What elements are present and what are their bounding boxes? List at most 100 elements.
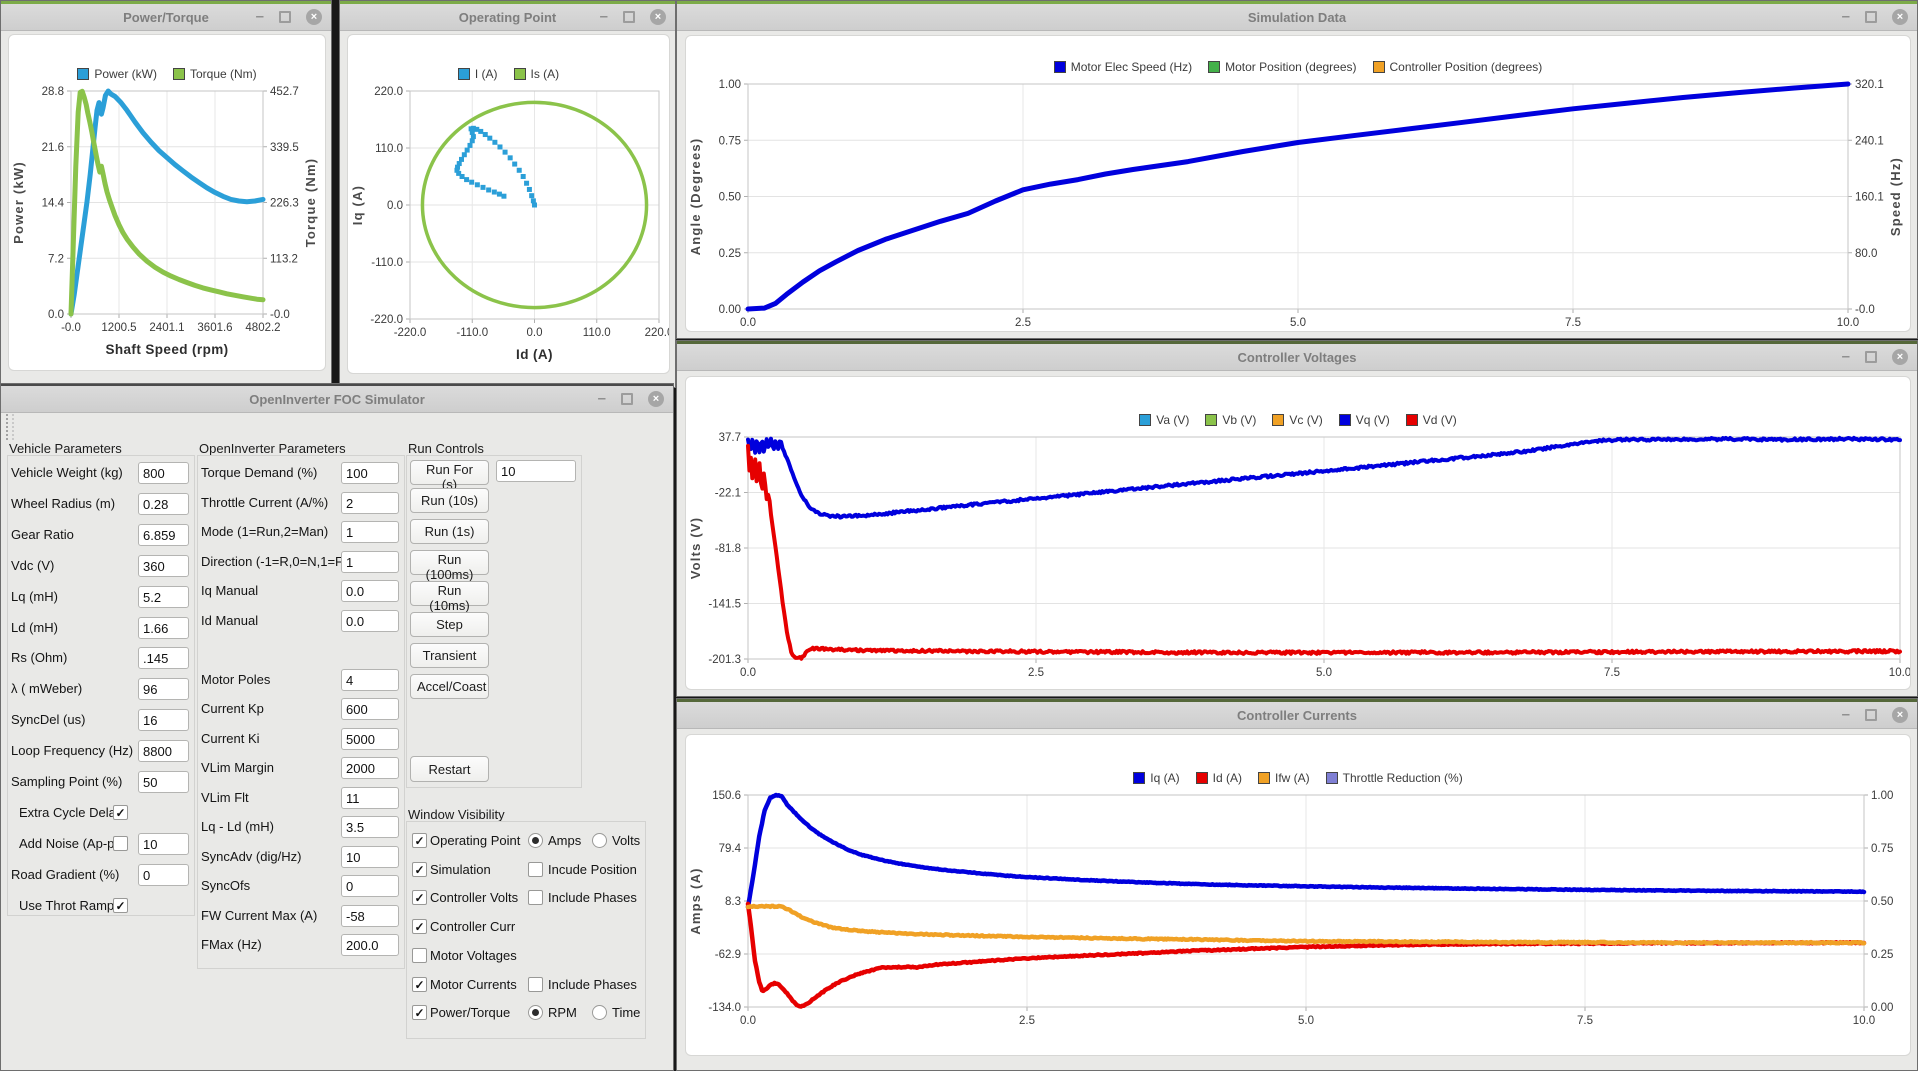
rs-ohm-input[interactable] xyxy=(138,647,189,669)
syncadv-dig-hz-input[interactable] xyxy=(341,846,399,868)
24-input[interactable] xyxy=(496,460,576,482)
close-icon[interactable]: × xyxy=(1892,707,1908,723)
titlebar-controller-currents[interactable]: Controller Currents – × xyxy=(677,702,1917,729)
iq-manual-input[interactable] xyxy=(341,580,399,602)
controller-curr-visibility-checkbox[interactable]: ✓ xyxy=(412,919,427,934)
fw-current-max-a-input[interactable] xyxy=(341,905,399,927)
svg-text:150.6: 150.6 xyxy=(712,790,741,802)
rpm-radio[interactable] xyxy=(528,1005,543,1020)
mweber-input[interactable] xyxy=(138,678,189,700)
close-icon[interactable]: × xyxy=(1892,9,1908,25)
minimize-icon[interactable]: – xyxy=(255,8,264,25)
include-phases-checkbox[interactable] xyxy=(528,890,543,905)
run-100ms-button[interactable]: Run (100ms) xyxy=(410,550,489,582)
fmax-hz-input[interactable] xyxy=(341,934,399,956)
motor-poles-input[interactable] xyxy=(341,669,399,691)
throttle-current-a-input[interactable] xyxy=(341,492,399,514)
minimize-icon[interactable]: – xyxy=(1841,706,1850,723)
step-button[interactable]: Step xyxy=(410,612,489,637)
titlebar-controller-voltages[interactable]: Controller Voltages – × xyxy=(677,344,1917,371)
sampling-point-input[interactable] xyxy=(138,771,189,793)
volts-radio[interactable] xyxy=(592,833,607,848)
power-torque-legend: Power (kW) Torque (Nm) xyxy=(9,65,325,83)
svg-text:14.4: 14.4 xyxy=(42,198,65,210)
throttle-current-a-label: Throttle Current (A/%) xyxy=(201,495,329,510)
syncofs-input[interactable] xyxy=(341,875,399,897)
lq-mh-input[interactable] xyxy=(138,586,189,608)
operating-point-visibility-checkbox[interactable]: ✓ xyxy=(412,833,427,848)
torque-demand-input[interactable] xyxy=(341,462,399,484)
legend-swatch-icon xyxy=(1195,772,1208,784)
simulation-label: Simulation xyxy=(430,862,491,877)
ld-mh-input[interactable] xyxy=(138,617,189,639)
syncdel-us-input[interactable] xyxy=(138,709,189,731)
minimize-icon[interactable]: – xyxy=(597,390,606,407)
close-icon[interactable]: × xyxy=(306,9,322,25)
vehicle-weight-kg-input[interactable] xyxy=(138,462,189,484)
maximize-icon[interactable] xyxy=(621,393,633,405)
svg-text:Id (A): Id (A) xyxy=(516,347,553,362)
window-operating-point: Operating Point – × I (A) Is (A) 220.0 110.… xyxy=(339,0,676,388)
wheel-radius-m-input[interactable] xyxy=(138,493,189,515)
current-kp-input[interactable] xyxy=(341,698,399,720)
maximize-icon[interactable] xyxy=(623,11,635,23)
motor-voltages-visibility-checkbox[interactable] xyxy=(412,948,427,963)
add-noise-ap-p-input[interactable] xyxy=(138,833,189,855)
close-icon[interactable]: × xyxy=(650,9,666,25)
road-gradient-input[interactable] xyxy=(138,864,189,886)
restart-button[interactable]: Restart xyxy=(410,756,489,782)
time-radio[interactable] xyxy=(592,1005,607,1020)
svg-text:2.5: 2.5 xyxy=(1028,667,1044,679)
id-manual-input[interactable] xyxy=(341,610,399,632)
add-noise-ap-p-checkbox[interactable] xyxy=(113,836,128,851)
svg-text:320.1: 320.1 xyxy=(1855,79,1884,91)
run-1s-button[interactable]: Run (1s) xyxy=(410,519,489,544)
power-torque-visibility-checkbox[interactable]: ✓ xyxy=(412,1005,427,1020)
legend-swatch-icon xyxy=(1372,61,1385,73)
simulation-visibility-checkbox[interactable]: ✓ xyxy=(412,862,427,877)
include-phases-checkbox[interactable] xyxy=(528,977,543,992)
current-ki-input[interactable] xyxy=(341,728,399,750)
window-accent-border xyxy=(1,1,331,4)
minimize-icon[interactable]: – xyxy=(1841,8,1850,25)
vdc-v-input[interactable] xyxy=(138,555,189,577)
minimize-icon[interactable]: – xyxy=(1841,348,1850,365)
maximize-icon[interactable] xyxy=(1865,351,1877,363)
extra-cycle-delay-checkbox[interactable]: ✓ xyxy=(113,805,128,820)
svg-text:0.00: 0.00 xyxy=(1871,1002,1893,1014)
vlim-flt-input[interactable] xyxy=(341,787,399,809)
transient-button[interactable]: Transient xyxy=(410,643,489,668)
toolbar-grip-handle[interactable] xyxy=(6,414,14,440)
loop-frequency-hz-input[interactable] xyxy=(138,740,189,762)
legend-swatch-icon xyxy=(1325,772,1338,784)
maximize-icon[interactable] xyxy=(1865,11,1877,23)
run-for-s-button[interactable]: Run For (s) xyxy=(410,460,489,492)
titlebar-main[interactable]: OpenInverter FOC Simulator – × xyxy=(1,386,673,413)
run-10s-button[interactable]: Run (10s) xyxy=(410,488,489,513)
mode-1-run-2-man-input[interactable] xyxy=(341,521,399,543)
maximize-icon[interactable] xyxy=(279,11,291,23)
maximize-icon[interactable] xyxy=(1865,709,1877,721)
legend-label: Ifw (A) xyxy=(1274,771,1310,785)
amps-radio[interactable] xyxy=(528,833,543,848)
simulation-data-legend: Motor Elec Speed (Hz) Motor Position (deg… xyxy=(686,58,1910,76)
accel-coast-button[interactable]: Accel/Coast xyxy=(410,674,489,699)
close-icon[interactable]: × xyxy=(1892,349,1908,365)
direction-1-r-0-n-1-f-input[interactable] xyxy=(341,551,399,573)
vlim-margin-input[interactable] xyxy=(341,757,399,779)
incude-position-checkbox[interactable] xyxy=(528,862,543,877)
gear-ratio-input[interactable] xyxy=(138,524,189,546)
minimize-icon[interactable]: – xyxy=(599,8,608,25)
svg-text:452.7: 452.7 xyxy=(270,86,299,98)
close-icon[interactable]: × xyxy=(648,391,664,407)
run-10ms-button[interactable]: Run (10ms) xyxy=(410,581,489,613)
titlebar-power-torque[interactable]: Power/Torque – × xyxy=(1,4,331,31)
motor-currents-visibility-checkbox[interactable]: ✓ xyxy=(412,977,427,992)
lq-ld-mh-input[interactable] xyxy=(341,816,399,838)
svg-text:-81.8: -81.8 xyxy=(715,543,741,555)
svg-text:160.1: 160.1 xyxy=(1855,192,1884,204)
titlebar-operating-point[interactable]: Operating Point – × xyxy=(340,4,675,31)
use-throt-ramps-checkbox[interactable]: ✓ xyxy=(113,898,128,913)
controller-volts-visibility-checkbox[interactable]: ✓ xyxy=(412,890,427,905)
titlebar-simulation-data[interactable]: Simulation Data – × xyxy=(677,4,1917,31)
